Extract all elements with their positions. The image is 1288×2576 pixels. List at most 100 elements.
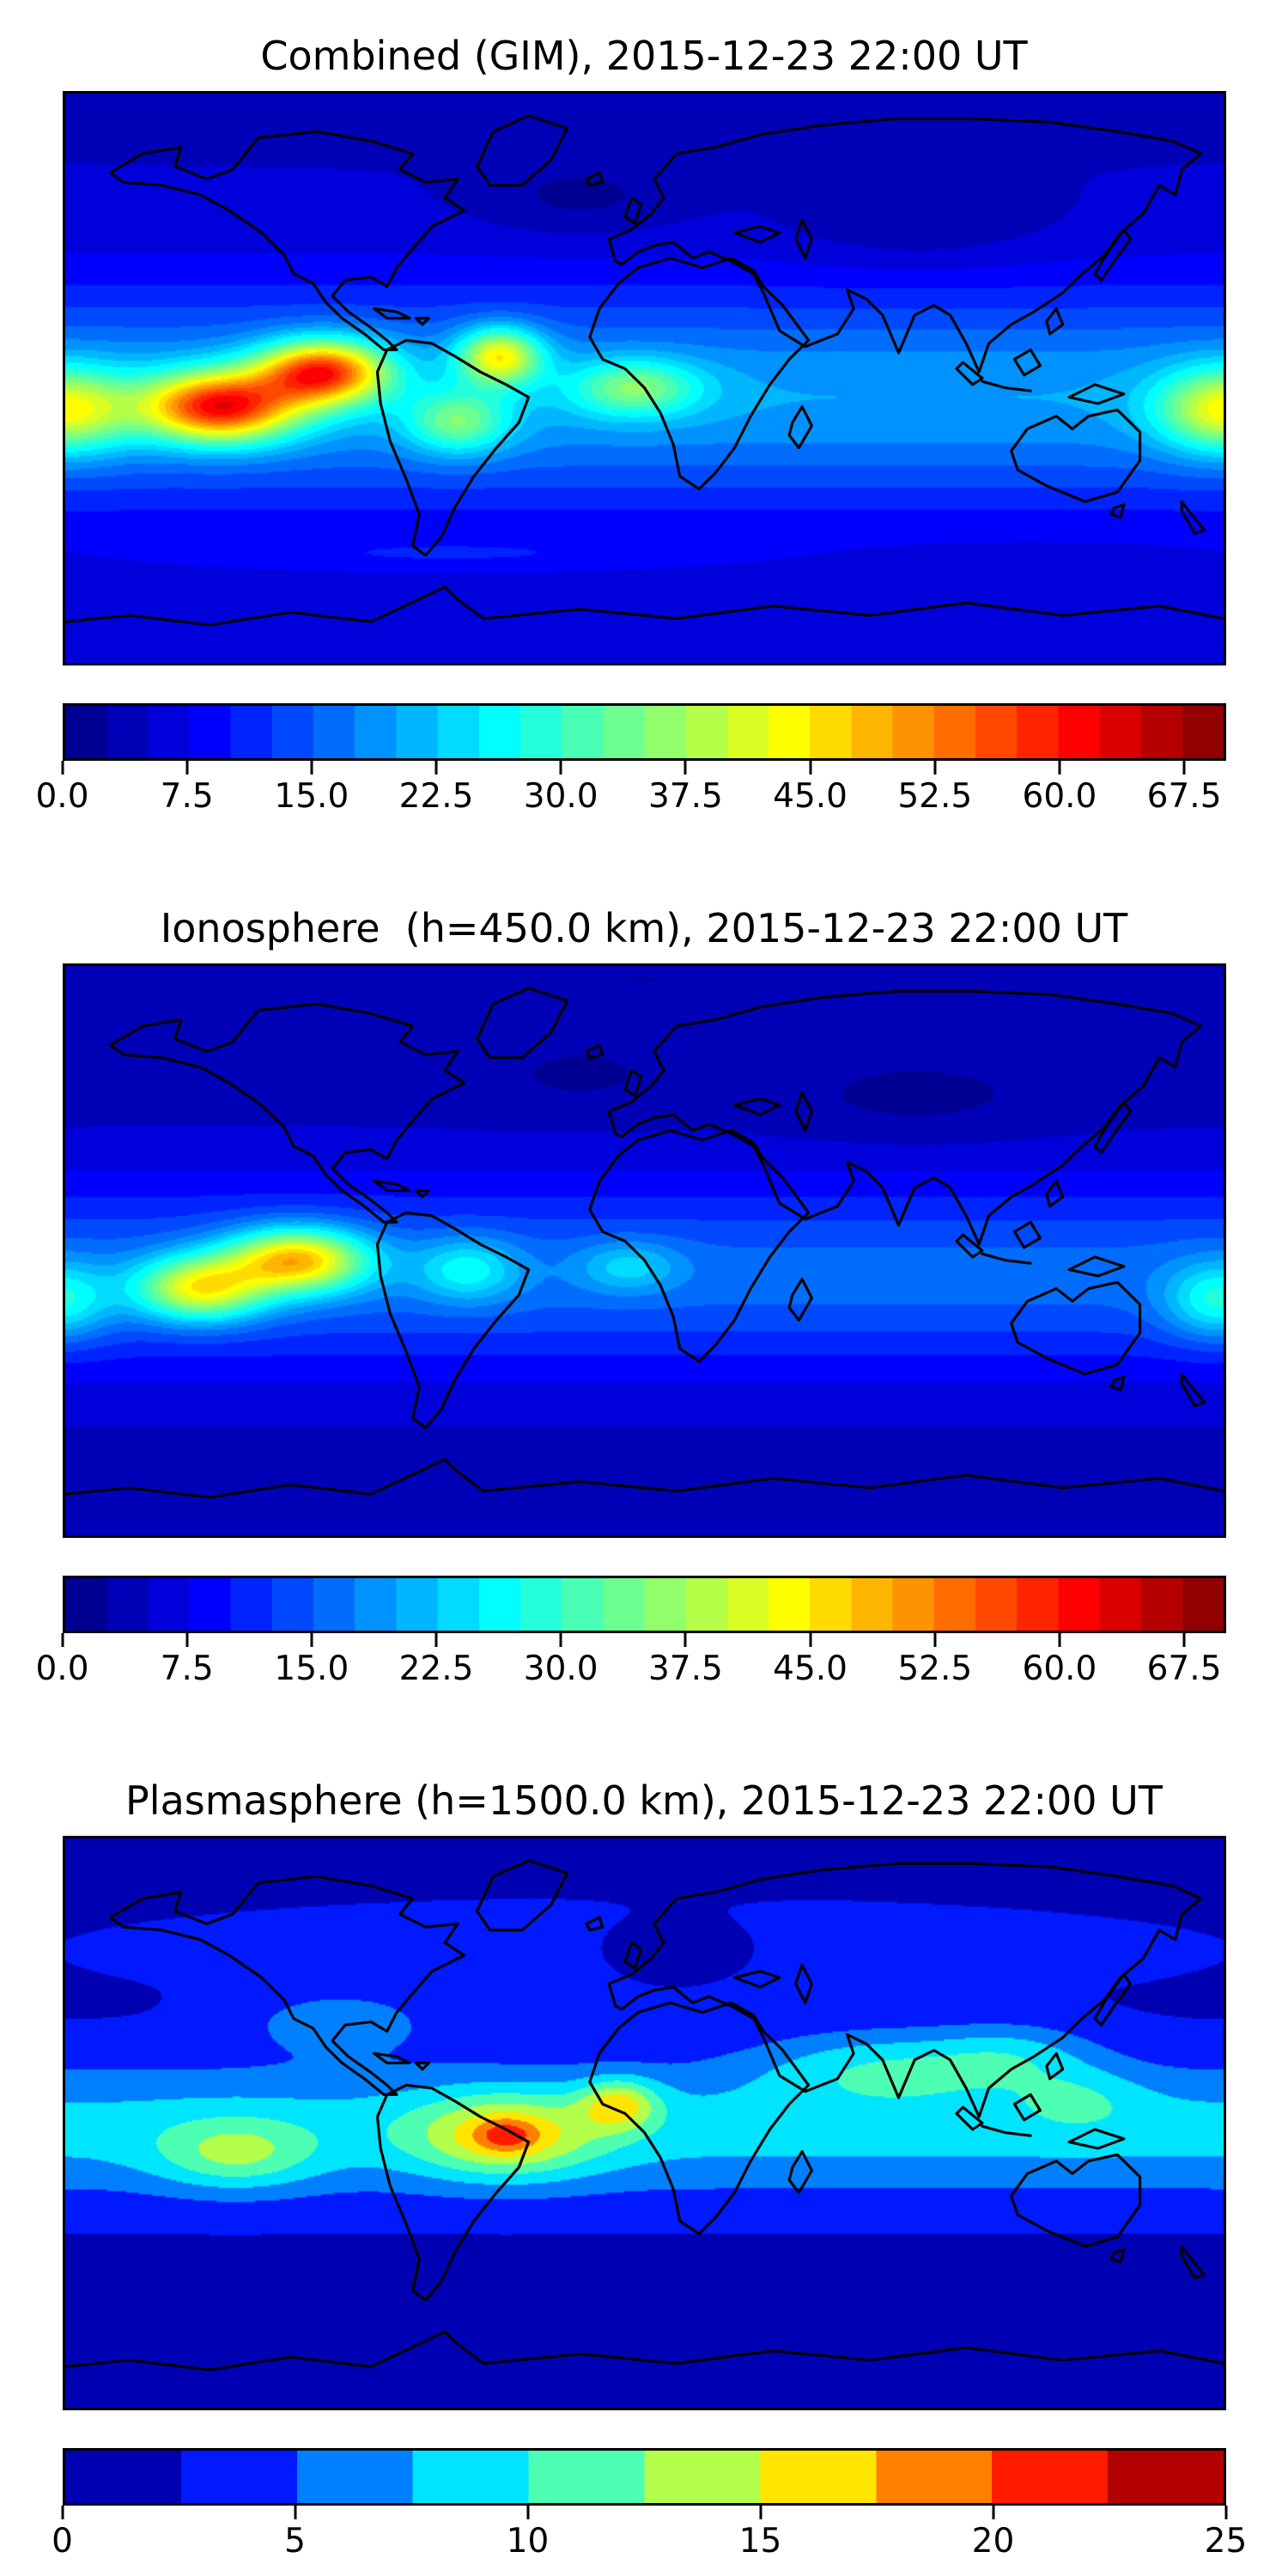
figure-title: Ionosphere (h=450.0 km), 2015-12-23 22:0… [160, 905, 1128, 951]
tec-field-canvas [64, 966, 1224, 1535]
colorbar-tick-label: 30.0 [523, 777, 598, 816]
coastlines-overlay [64, 1859, 1224, 2372]
coastline-path [787, 2150, 813, 2195]
coastlines-overlay [64, 114, 1224, 627]
coastline-path [1109, 1376, 1125, 1392]
coastline-path [587, 2001, 810, 2235]
coastline-path [475, 114, 568, 187]
coastline-path [1180, 500, 1206, 535]
coastline-path [623, 1068, 642, 1097]
coastline-path [1044, 1179, 1064, 1208]
coastline-path [732, 1970, 781, 1989]
figure-combined-gim: Combined (GIM), 2015-12-23 22:00 UT 0.0 7… [35, 31, 1226, 828]
colorbar-tick-label: 0.0 [35, 1649, 89, 1688]
coastline-path [372, 307, 411, 320]
coastline-path [108, 1874, 465, 2096]
colorbar-tick-mark [809, 1633, 812, 1647]
coastline-path [414, 1188, 430, 1199]
figure-title: Combined (GIM), 2015-12-23 22:00 UT [260, 33, 1028, 79]
coastline-path [787, 1278, 813, 1322]
coastline-path [623, 196, 642, 225]
colorbar-tick-label: 0.0 [35, 777, 89, 816]
coastline-path [1009, 408, 1141, 503]
coastline-path [1109, 503, 1125, 519]
coastline-path [980, 2124, 1032, 2137]
coastline-path [1044, 2051, 1064, 2081]
coastline-path [793, 218, 813, 260]
figure-title: Plasmasphere (h=1500.0 km), 2015-12-23 2… [125, 1777, 1163, 1824]
coastline-path [1009, 1280, 1141, 1376]
colorbar-tick-mark [759, 2506, 762, 2519]
colorbar-tick-label: 67.5 [1146, 1649, 1222, 1688]
coastline-path [372, 1179, 411, 1193]
colorbar-tick-label: 5 [284, 2522, 306, 2561]
colorbar-tick-mark [559, 761, 562, 775]
coastline-path [372, 2051, 411, 2065]
world-map-plasmasphere [62, 1836, 1226, 2410]
colorbar-tick-mark [61, 761, 64, 775]
coastlines-overlay [64, 987, 1224, 1499]
coastline-path [793, 1963, 813, 2005]
colorbar [62, 2448, 1226, 2506]
colorbar-tick-mark [61, 1633, 64, 1647]
coastline-path [1044, 307, 1064, 336]
colorbar-tick-label: 45.0 [773, 777, 848, 816]
coastline-path [954, 361, 984, 386]
colorbar-tick-label: 52.5 [897, 1649, 973, 1688]
colorbar-tick-mark [294, 2506, 296, 2519]
coastline-path [375, 1211, 530, 1430]
world-map-ionosphere [62, 963, 1226, 1538]
coastline-path [1093, 228, 1132, 282]
coastline-path [584, 1916, 604, 1932]
colorbar-tick-mark [683, 1633, 687, 1647]
coastline-path [1067, 2128, 1125, 2150]
colorbar-tick-mark [434, 761, 438, 775]
colorbar-ticks: 0.0 7.5 15.0 22.5 30.0 37.5 45.0 52.5 60.0 67.5 [35, 761, 1226, 828]
coastline-path [607, 1862, 1202, 2118]
coastline-path [954, 2105, 984, 2131]
colorbar-tick-label: 45.0 [773, 1649, 848, 1688]
coastline-path [607, 989, 1202, 1246]
colorbar-tick-label: 15.0 [274, 777, 349, 816]
coastline-path [980, 1252, 1032, 1265]
coastline-path [1093, 1972, 1132, 2026]
coastline-path [793, 1091, 813, 1133]
colorbar-tick-label: 25 [1204, 2522, 1248, 2561]
world-map-combined [62, 91, 1226, 665]
figure-ionosphere: Ionosphere (h=450.0 km), 2015-12-23 22:0… [35, 903, 1226, 1700]
coastline-path [1067, 1255, 1125, 1278]
colorbar-tick-mark [559, 1633, 562, 1647]
coastline-path [108, 130, 465, 351]
colorbar-ticks: 0.0 7.5 15.0 22.5 30.0 37.5 45.0 52.5 60.0 67.5 [35, 1633, 1226, 1700]
colorbar-tick-mark [1058, 1633, 1061, 1647]
colorbar-tick-mark [310, 761, 313, 775]
colorbar-tick-label: 30.0 [523, 1649, 598, 1688]
colorbar-tick-label: 60.0 [1022, 777, 1097, 816]
colorbar [62, 703, 1226, 761]
colorbar-tick-mark [809, 761, 812, 775]
colorbar-tick-label: 7.5 [160, 777, 214, 816]
colorbar-tick-mark [683, 761, 687, 775]
colorbar-tick-label: 7.5 [160, 1649, 214, 1688]
colorbar-tick-label: 20 [971, 2522, 1015, 2561]
colorbar-tick-label: 37.5 [647, 1649, 723, 1688]
coastline-path [1180, 1372, 1206, 1407]
colorbar-tick-mark [1224, 2506, 1227, 2519]
colorbar-tick-label: 52.5 [897, 777, 973, 816]
colorbar-tick-mark [434, 1633, 438, 1647]
coastline-path [64, 2330, 1224, 2372]
coastline-path [1180, 2245, 1206, 2280]
coastline-path [607, 117, 1202, 374]
tec-field-canvas [64, 94, 1224, 663]
coastline-path [64, 586, 1224, 627]
colorbar-tick-mark [1182, 761, 1186, 775]
coastline-path [732, 1097, 781, 1116]
coastline-path [475, 1859, 568, 1932]
coastline-path [954, 1233, 984, 1259]
colorbar-tick-mark [933, 761, 937, 775]
colorbar-tick-label: 22.5 [398, 777, 474, 816]
colorbar-tick-label: 37.5 [647, 777, 723, 816]
coastline-path [375, 338, 530, 557]
coastline-path [375, 2083, 530, 2302]
